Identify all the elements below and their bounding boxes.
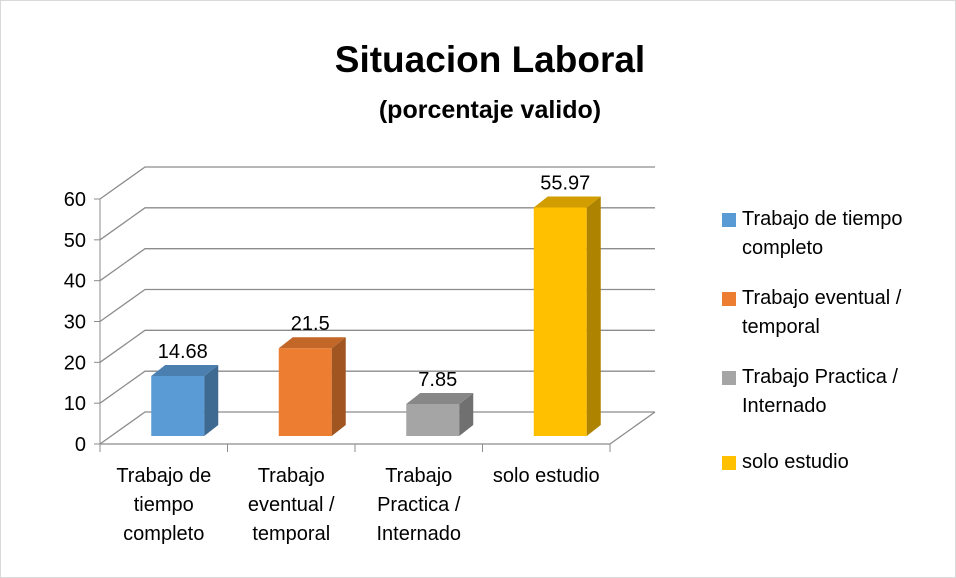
bar bbox=[151, 365, 219, 436]
bar-front bbox=[406, 403, 460, 436]
chart-title: Situacion Laboral bbox=[335, 39, 645, 80]
data-label: 14.68 bbox=[158, 341, 208, 363]
legend-label: solo estudio bbox=[742, 451, 849, 473]
y-tick-label: 30 bbox=[64, 312, 86, 334]
legend-swatch bbox=[722, 371, 736, 385]
legend-label: Trabajo de tiempo completo bbox=[742, 208, 903, 259]
x-tick-label: solo estudio bbox=[492, 465, 600, 487]
y-tick-label: 50 bbox=[64, 230, 86, 252]
grid-line bbox=[99, 288, 655, 323]
bar-side bbox=[331, 337, 346, 436]
legend-item: Trabajo eventual / temporal bbox=[722, 284, 947, 342]
bar-front bbox=[533, 207, 587, 436]
y-tick-label: 60 bbox=[64, 189, 86, 211]
x-tick-label: Trabajo eventual / temporal bbox=[247, 465, 335, 545]
y-tick-label: 40 bbox=[64, 271, 86, 293]
data-label: 21.5 bbox=[291, 313, 330, 335]
bar-front bbox=[151, 376, 205, 436]
bar bbox=[533, 196, 601, 436]
legend-label: Trabajo eventual / temporal bbox=[742, 287, 902, 338]
legend-item: Trabajo de tiempo completo bbox=[722, 205, 947, 263]
chart-subtitle: (porcentaje valido) bbox=[379, 96, 601, 124]
bar-top bbox=[151, 365, 219, 377]
grid-line bbox=[99, 207, 655, 241]
data-label: 55.97 bbox=[540, 172, 590, 194]
y-tick-label: 20 bbox=[64, 352, 86, 374]
grid-line bbox=[99, 329, 655, 363]
legend-item: solo estudio bbox=[722, 448, 947, 477]
legend-label: Trabajo Practica / Internado bbox=[742, 366, 898, 417]
x-tick-label: Trabajo de tiempo completo bbox=[116, 465, 212, 545]
bar-front bbox=[278, 348, 332, 436]
y-tick-label: 10 bbox=[64, 393, 86, 415]
bar-top bbox=[406, 392, 474, 404]
grid-line bbox=[99, 411, 655, 445]
bar-side bbox=[459, 392, 474, 436]
grid-line bbox=[99, 370, 655, 404]
bar-side bbox=[204, 365, 219, 436]
bar bbox=[278, 337, 346, 436]
legend-item: Trabajo Practica / Internado bbox=[722, 363, 947, 421]
legend-swatch bbox=[722, 213, 736, 227]
legend-swatch bbox=[722, 292, 736, 306]
y-tick-label: 0 bbox=[75, 434, 86, 456]
grid-line bbox=[99, 248, 655, 282]
legend-swatch bbox=[722, 456, 736, 470]
bar-side bbox=[586, 196, 601, 436]
grid-line bbox=[99, 166, 655, 200]
data-label: 7.85 bbox=[418, 369, 457, 391]
bar-top bbox=[533, 196, 601, 208]
x-tick-label: Trabajo Practica / Internado bbox=[376, 465, 461, 545]
bar bbox=[406, 392, 474, 436]
bar-top bbox=[278, 337, 346, 349]
